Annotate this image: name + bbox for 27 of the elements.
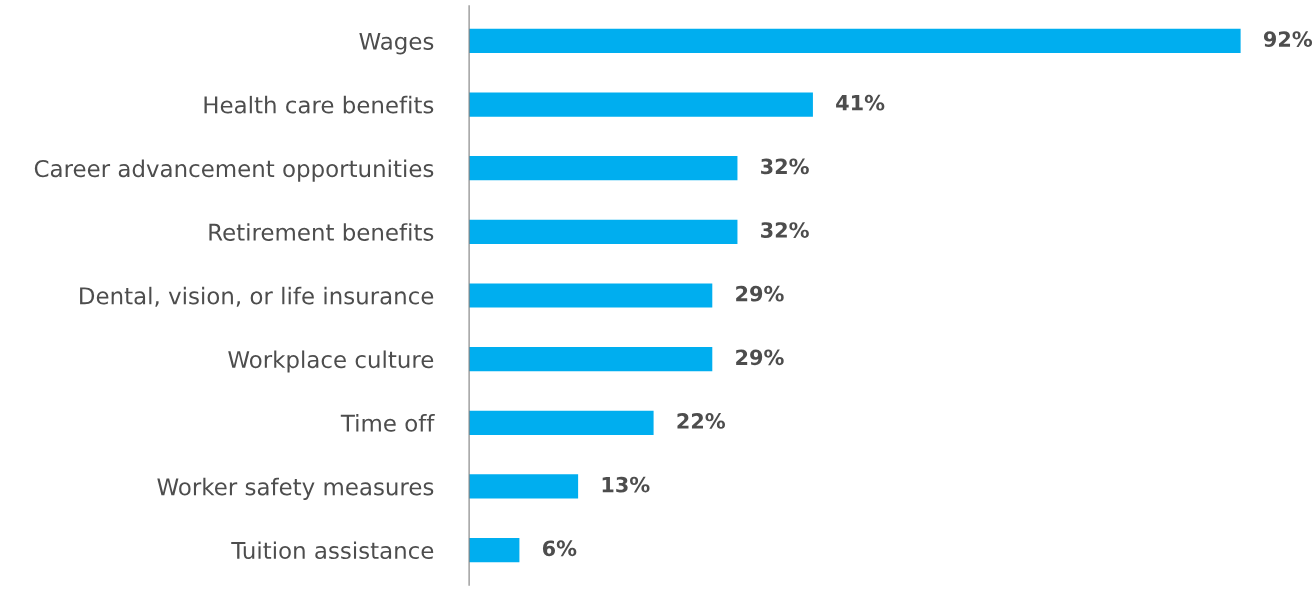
y-tick-label: Tuition assistance	[231, 541, 434, 560]
bar	[469, 283, 713, 308]
y-tick-label: Retirement benefits	[209, 223, 434, 241]
y-tick-label: Wages	[359, 32, 434, 55]
data-label: 22%	[677, 413, 726, 429]
bar	[469, 28, 1241, 54]
bar	[469, 410, 654, 435]
bar	[469, 474, 579, 499]
bar	[469, 537, 520, 563]
y-tick-label: Workplace culture	[228, 350, 434, 373]
y-tick-label: Time off	[340, 414, 435, 432]
data-label: 13%	[602, 476, 650, 493]
bar	[469, 347, 713, 372]
bar	[469, 92, 813, 117]
data-label: 29%	[736, 285, 784, 302]
y-tick-label: Health care benefits	[204, 95, 434, 114]
data-label: 32%	[761, 158, 809, 175]
data-label: 32%	[761, 222, 809, 238]
y-tick-label: Career advancement opportunities	[34, 159, 434, 182]
bar	[469, 156, 738, 181]
data-label: 29%	[736, 349, 784, 366]
data-label: 41%	[836, 94, 885, 111]
bar	[469, 219, 738, 244]
y-tick-label: Worker safety measures	[157, 477, 434, 500]
data-label: 6%	[542, 540, 577, 557]
y-tick-label: Dental, vision, or life insurance	[80, 286, 434, 307]
data-label: 92%	[1263, 31, 1313, 47]
